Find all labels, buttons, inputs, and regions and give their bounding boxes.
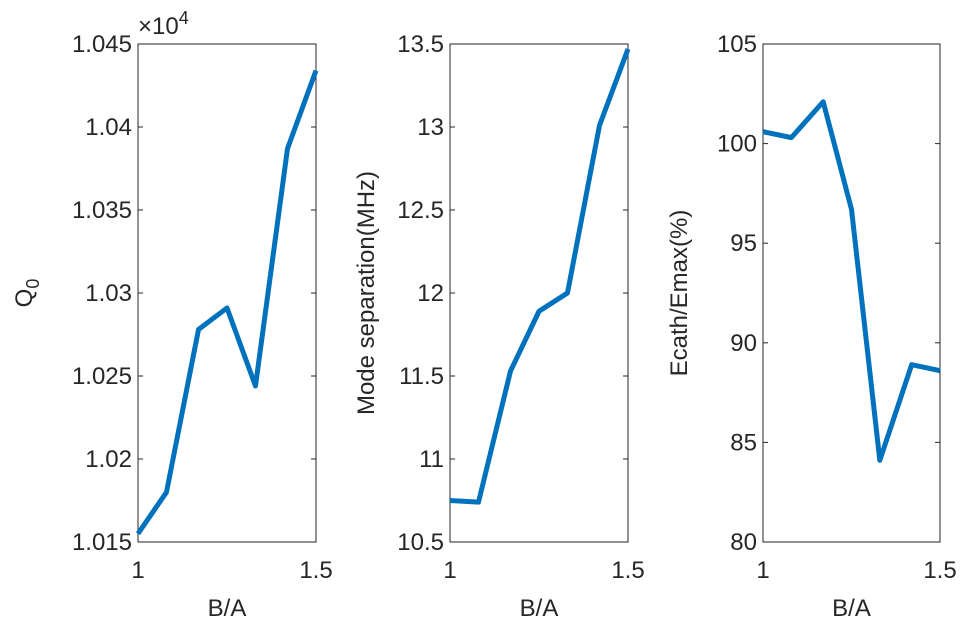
axis-multiplier: ×104 [138,8,189,40]
y-tick-label: 11 [419,446,444,473]
y-axis-label: Mode separation(MHz) [353,171,380,415]
y-tick-label: 80 [730,529,757,556]
y-tick-label: 12.5 [397,197,444,224]
y-tick-label: 1.045 [72,31,132,58]
y-tick-label: 85 [730,429,757,456]
x-tick-label: 1.5 [611,557,644,584]
data-line [449,48,631,505]
y-axis-label-text: Mode separation(MHz) [353,171,380,415]
x-tick-label: 1 [443,557,456,584]
y-axis-label: Ecath/Emax(%) [666,210,693,377]
y-tick-label: 90 [730,330,757,357]
y-tick-label: 105 [717,31,757,58]
y-tick-label: 1.02 [85,446,132,473]
y-tick-label: 1.015 [72,529,132,556]
y-axis-label-subscript: 0 [23,279,43,289]
multiplier-base: ×10 [138,13,179,40]
x-tick-label: 1.5 [299,557,332,584]
multiplier-exponent: 4 [179,8,189,28]
x-tick-label: 1.5 [923,557,956,584]
y-tick-label: 10.5 [397,529,444,556]
y-tick-label: 1.04 [85,114,132,141]
x-axis-label: B/A [832,595,871,622]
y-tick-label: 1.03 [85,280,132,307]
x-axis-label: B/A [208,595,247,622]
x-tick-label: 1 [131,557,144,584]
y-tick-label: 1.025 [72,363,132,390]
y-tick-label: 1.035 [72,197,132,224]
y-tick-label: 12 [417,280,444,307]
x-tick-label: 1 [756,557,769,584]
x-axis-label: B/A [520,595,559,622]
axes-box [762,43,941,543]
y-tick-label: 13 [417,114,444,141]
y-axis-label-text: Ecath/Emax(%) [666,210,693,377]
data-line [135,69,319,536]
y-tick-label: 95 [730,230,757,257]
y-tick-label: 11.5 [399,363,444,390]
y-axis-label: Q0 [11,279,43,308]
y-tick-label: 100 [717,131,757,158]
data-line [762,99,941,463]
axes-box [137,43,317,543]
y-tick-label: 13.5 [397,31,444,58]
y-axis-label-text: Q [11,289,38,308]
